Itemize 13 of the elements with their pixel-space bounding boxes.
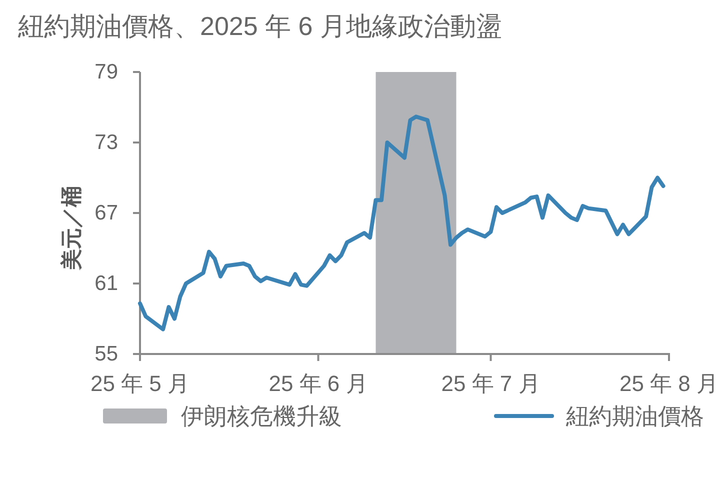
legend-label: 伊朗核危機升級 xyxy=(181,403,342,429)
title: 紐約期油價格、2025 年 6 月地緣政治動盪 xyxy=(18,11,502,41)
xtick: 25 年 7 月 xyxy=(441,371,540,396)
ytick: 67 xyxy=(94,202,118,224)
ytick: 61 xyxy=(94,272,118,295)
xtick: 25 年 5 月 xyxy=(90,371,190,396)
ytick: 55 xyxy=(94,342,118,366)
xtick: 25 年 8 月 xyxy=(619,371,719,396)
xtick: 25 年 6 月 xyxy=(268,371,368,396)
ytick: 79 xyxy=(94,60,118,84)
legend-label: 紐約期油價格 xyxy=(566,403,704,429)
ylabel: 美元／桶 xyxy=(60,186,84,270)
ytick: 73 xyxy=(94,131,118,154)
